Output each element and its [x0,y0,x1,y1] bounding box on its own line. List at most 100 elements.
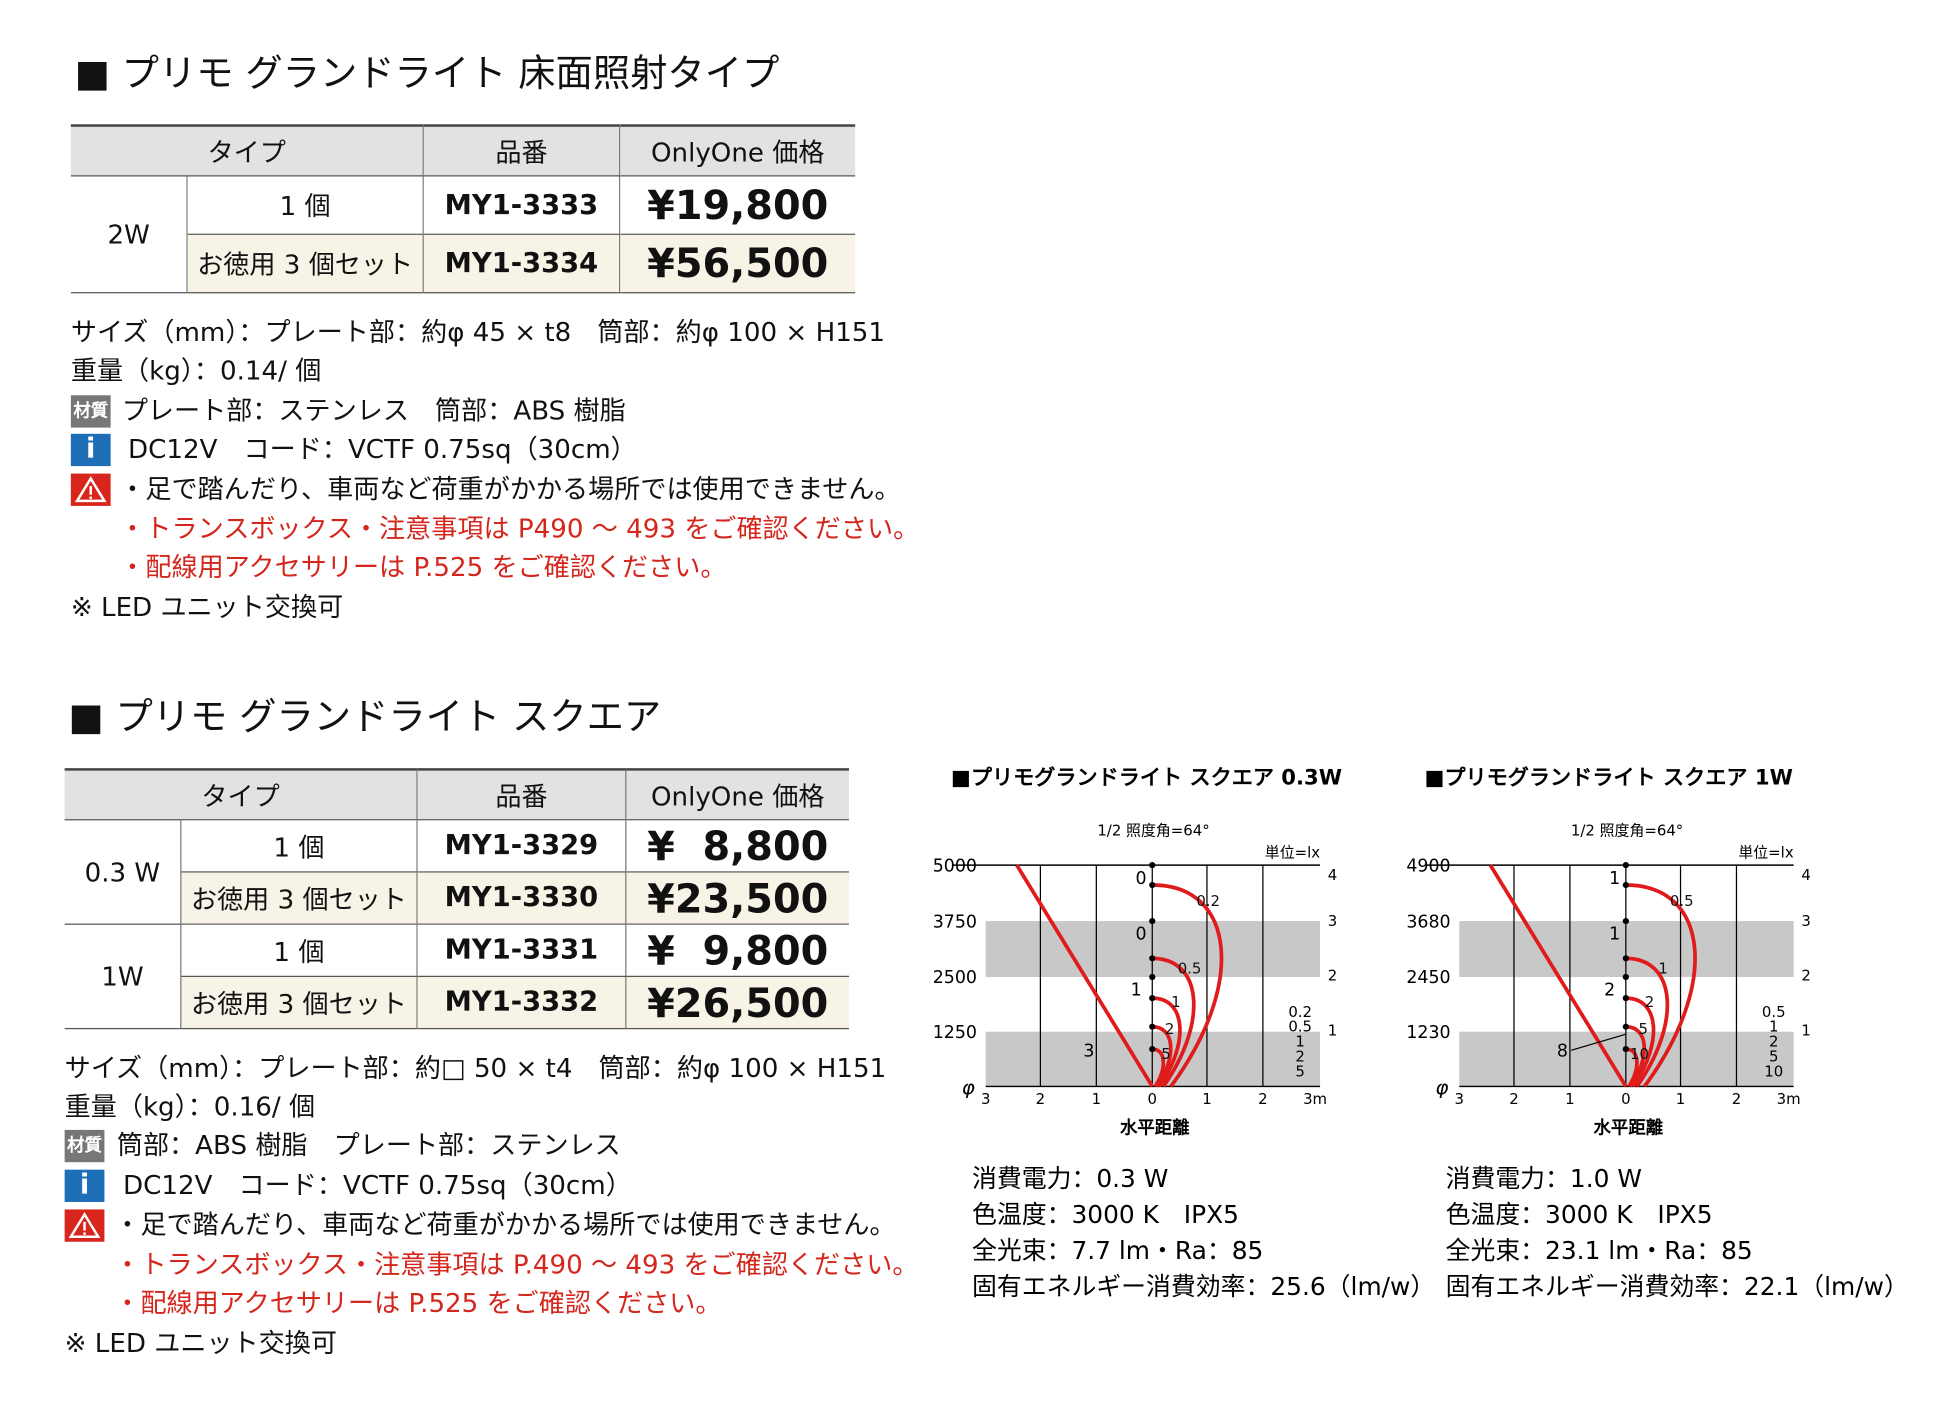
angle-label: 1/2 照度角=64° [1571,821,1683,839]
y-tick: 2450 [1406,968,1450,988]
price-cell: ¥56,500 [620,234,856,294]
dot [1149,1045,1156,1053]
spec: 色温度：3000 K IPX5 [972,1200,1239,1229]
spec: 消費電力：0.3 W [972,1164,1168,1193]
y-tick: 4900 [1406,856,1450,876]
iso-curve [1625,883,1697,1088]
warning: ・配線用アクセサリーは P.525 をご確認ください。 [119,552,727,583]
y-tick: 3750 [933,912,977,932]
y-tick: 3680 [1406,912,1450,932]
type-cell: 1W [64,924,182,1030]
center-label: 0 [1136,869,1147,889]
header-cell: タイプ [64,768,418,821]
dot [1622,1023,1629,1030]
legend-value: 0.2 [1288,1003,1312,1021]
warning: ・足で踏んだり、車両など荷重がかかる場所では使用できません。 [114,1210,896,1240]
type-cell: 0.3 W [64,820,182,925]
material: プレート部：ステンレス 筒部：ABS 樹脂 [121,395,626,426]
dot [1149,1023,1156,1030]
warning-icon [64,1209,105,1242]
material-icon: 材質 [64,1129,105,1163]
dot [1622,955,1629,962]
legend-value: 2 [1295,1048,1304,1066]
legend-value: 10 [1764,1062,1783,1080]
right-tick: 2 [1801,967,1810,985]
curve-label: 10 [1630,1045,1649,1063]
code-cell: MY1-3332 [417,976,627,1030]
legend-value: 0.5 [1762,1003,1786,1021]
legend-value: 1 [1769,1018,1778,1036]
right-tick: 4 [1801,866,1810,884]
band [985,1031,1321,1088]
electrical: DC12V コード：VCTF 0.75sq（30cm） [128,434,637,465]
x-tick: 1 [1202,1090,1211,1108]
iso-curve [1152,883,1224,1088]
dot [1149,862,1156,869]
header-cell: タイプ [70,124,424,177]
unit-label: 単位=lx [1738,844,1793,862]
center-label: 1 [1609,869,1620,889]
dot [1149,973,1156,981]
x-tick: 2 [1509,1090,1518,1108]
unit-label: 単位=lx [1265,844,1320,862]
price-cell: ¥23,500 [626,872,849,925]
x-tick: 1 [1676,1090,1685,1108]
x-tick: 3m [1303,1090,1327,1108]
size: サイズ（mm）：プレート部：約□ 50 × t4 筒部：約φ 100 × H15… [64,1053,887,1084]
half-angle-line [1015,864,1154,1088]
qty-cell: 1 個 [181,924,418,977]
weight: 重量（kg）：0.14/ 個 [70,356,322,386]
center-label: 1 [1609,925,1620,945]
x-tick: 3 [1455,1090,1464,1108]
diagram-title: ■プリモグランドライト スクエア 1W [1424,764,1792,789]
dot [1149,955,1156,962]
x-tick: 3 [981,1090,990,1108]
price-cell: ¥ 9,800 [626,924,849,977]
x-tick: 0 [1148,1090,1157,1108]
warning-symbol [68,1212,101,1239]
section-title: ■ プリモ グランドライト スクエア [68,696,662,740]
x-tick: 3m [1777,1090,1801,1108]
iso-curve [1625,956,1670,1088]
warning-icon [70,473,111,506]
curve-label: 5 [1639,1020,1648,1038]
x-tick: 0 [1621,1090,1630,1108]
y-tick: 2500 [933,968,977,988]
material-icon: 材質 [70,395,111,428]
phi: φ [962,1076,975,1099]
spec: 固有エネルギー消費効率：25.6（lm/w） [972,1272,1435,1301]
y-tick: 5000 [933,856,977,876]
iso-curve [1152,1024,1173,1088]
right-tick: 4 [1328,866,1337,884]
legend-value: 5 [1769,1048,1778,1066]
code-cell: MY1-3330 [417,872,627,925]
right-tick: 3 [1328,912,1337,930]
dot [1622,881,1629,889]
diagram-title: ■プリモグランドライト スクエア 0.3W [951,764,1342,789]
warning: ・トランスボックス・注意事項は P.490 ～ 493 をご確認ください。 [114,1249,919,1280]
legend-value: 0.5 [1288,1018,1312,1036]
center-label: 0 [1136,925,1147,945]
iso-curve [1152,996,1182,1088]
half-angle-line [1488,864,1628,1088]
curve-label: 5 [1161,1045,1170,1063]
info-icon: i [64,1169,105,1202]
pointer [1570,1033,1627,1051]
electrical: DC12V コード：VCTF 0.75sq（30cm） [123,1170,632,1201]
x-tick: 2 [1036,1090,1045,1108]
iso-curve [1152,956,1196,1088]
x-tick: 2 [1732,1090,1741,1108]
x-axis-label: 水平距離 [1120,1118,1190,1139]
x-tick: 1 [1565,1090,1574,1108]
dot [1622,995,1629,1002]
band [985,921,1321,977]
qty-cell: お徳用 3 個セット [187,234,424,294]
qty-cell: お徳用 3 個セット [181,872,418,925]
y-tick: 1230 [1406,1023,1450,1043]
y-tick: 1250 [933,1023,977,1043]
legend-value: 1 [1295,1033,1304,1051]
section-title: ■ プリモ グランドライト 床面照射タイプ [74,52,780,96]
angle-label: 1/2 照度角=64° [1097,821,1209,839]
qty-cell: 1 個 [187,176,424,235]
